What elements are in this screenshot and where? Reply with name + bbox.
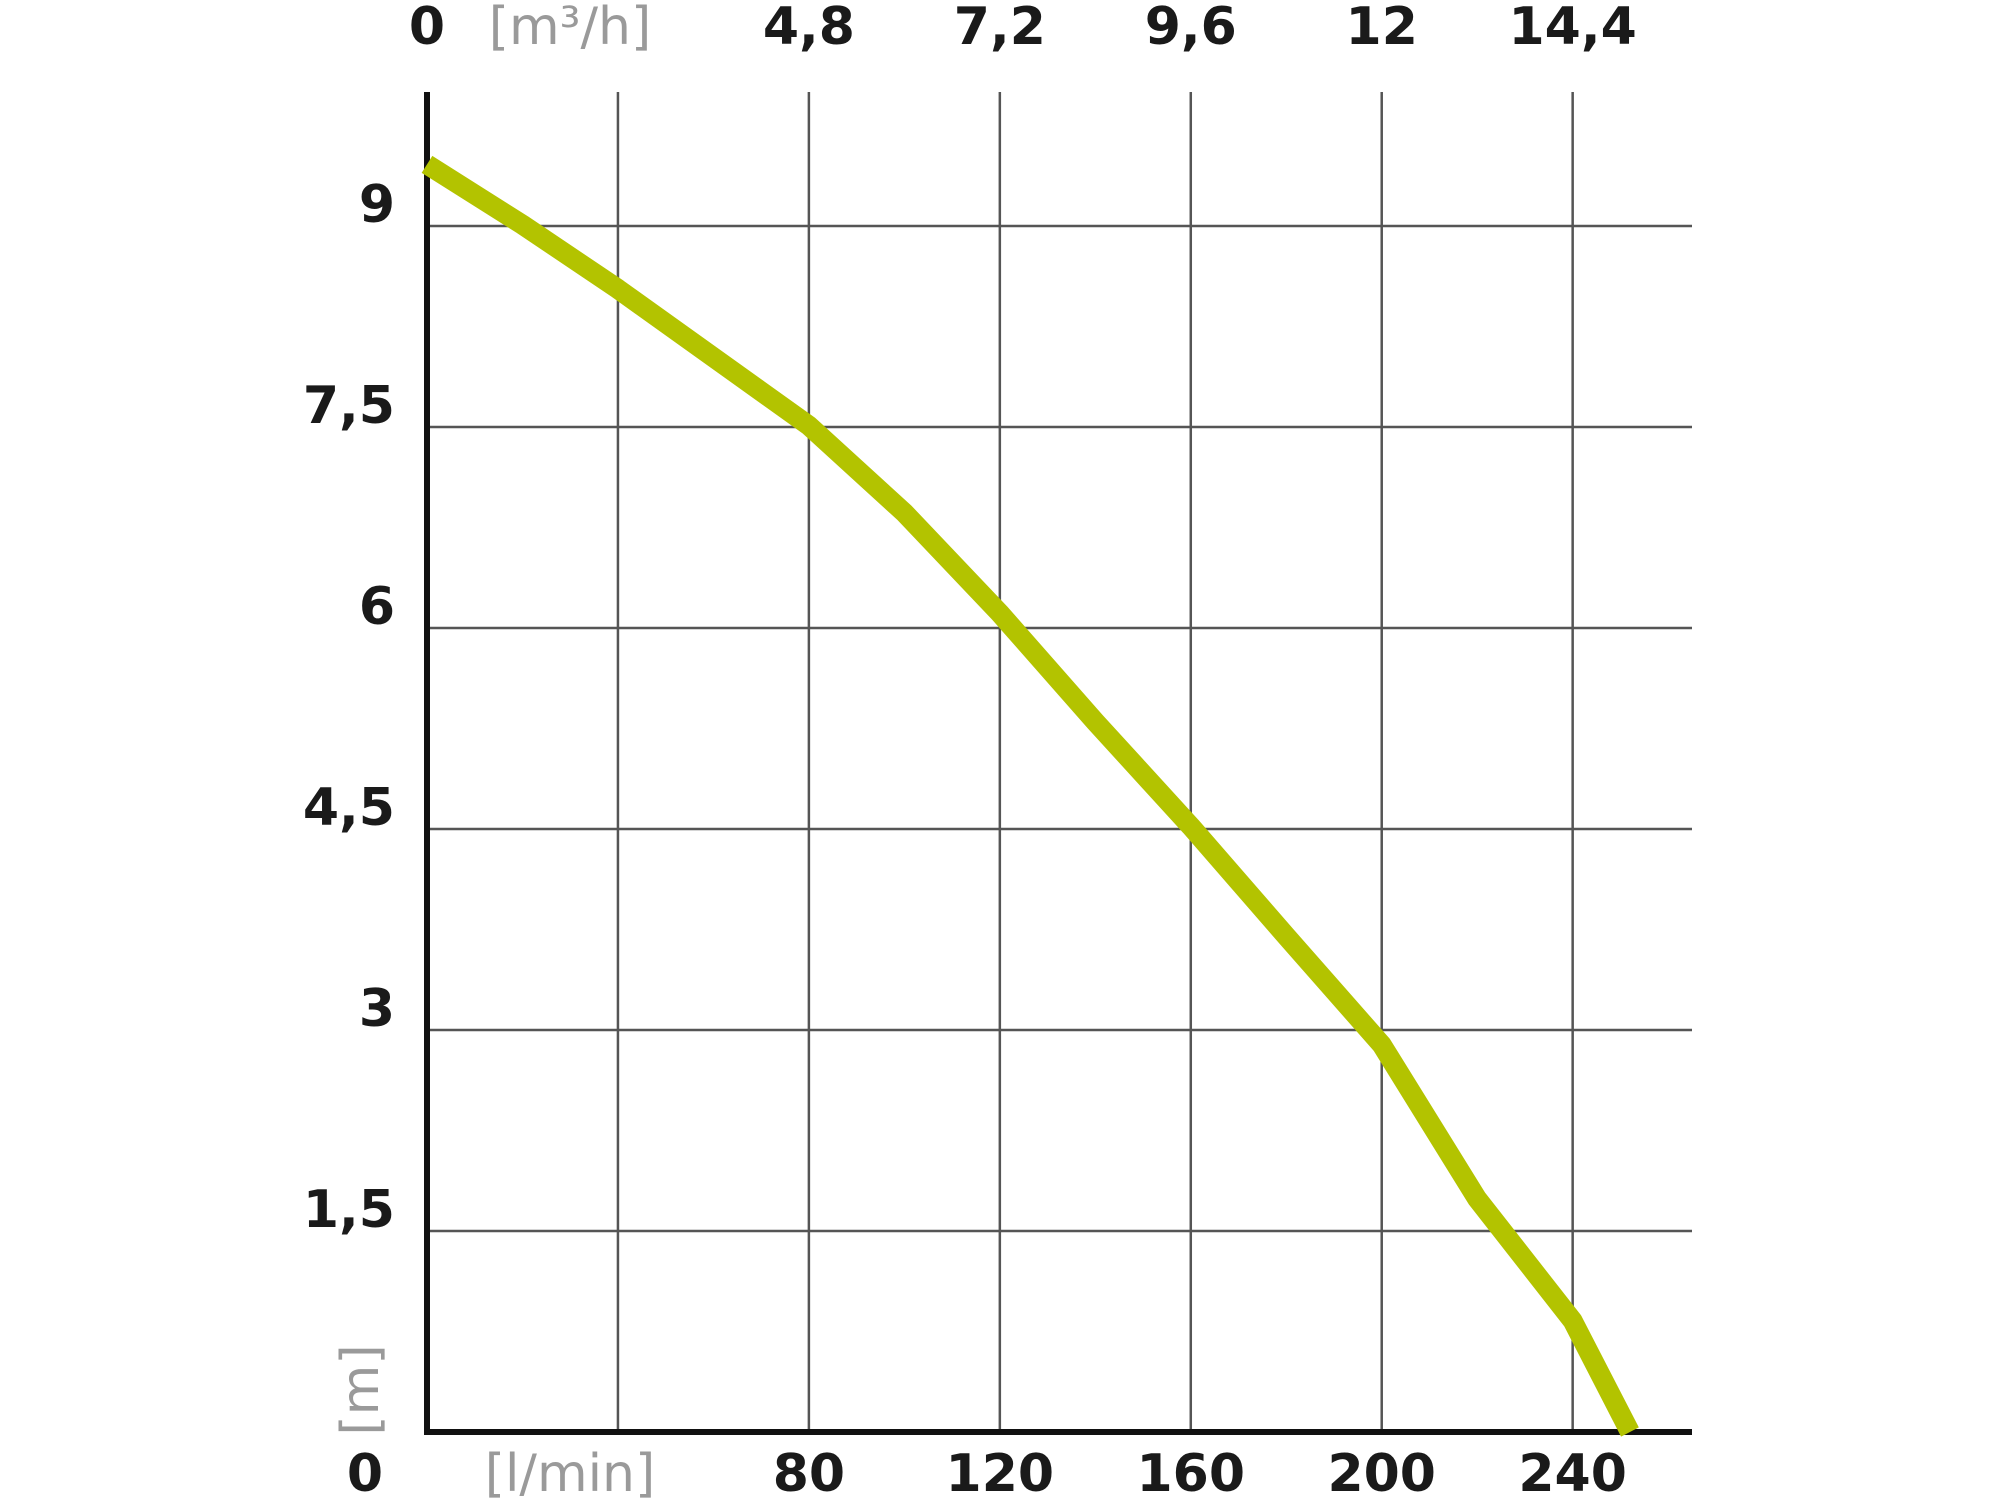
x2-tick-label: 9,6 xyxy=(1145,0,1237,57)
x-tick-label: 80 xyxy=(773,1444,845,1500)
x2-tick-label: 0 xyxy=(409,0,445,57)
y-axis-label: [m] xyxy=(331,1344,391,1435)
y-tick-label: 9 xyxy=(359,175,395,235)
y-tick-label: 4,5 xyxy=(303,778,395,838)
y-tick-label: 6 xyxy=(359,577,395,637)
x2-tick-label: 7,2 xyxy=(954,0,1046,57)
x-tick-label: 160 xyxy=(1137,1444,1246,1500)
y-tick-label: 7,5 xyxy=(303,376,395,436)
y-tick-label: 1,5 xyxy=(303,1180,395,1240)
x-tick-label: 200 xyxy=(1327,1444,1436,1500)
x-tick-label: 240 xyxy=(1518,1444,1627,1500)
curve xyxy=(421,155,1639,1437)
x-tick-label: 0 xyxy=(347,1444,383,1500)
x2-tick-label: 12 xyxy=(1346,0,1418,57)
x-axis-label: [l/min] xyxy=(485,1444,656,1500)
x2-axis-label: [m³/h] xyxy=(489,0,652,57)
x2-tick-label: 14,4 xyxy=(1509,0,1637,57)
y-tick-label: 3 xyxy=(359,979,395,1039)
x-tick-label: 120 xyxy=(946,1444,1055,1500)
x2-tick-label: 4,8 xyxy=(763,0,855,57)
